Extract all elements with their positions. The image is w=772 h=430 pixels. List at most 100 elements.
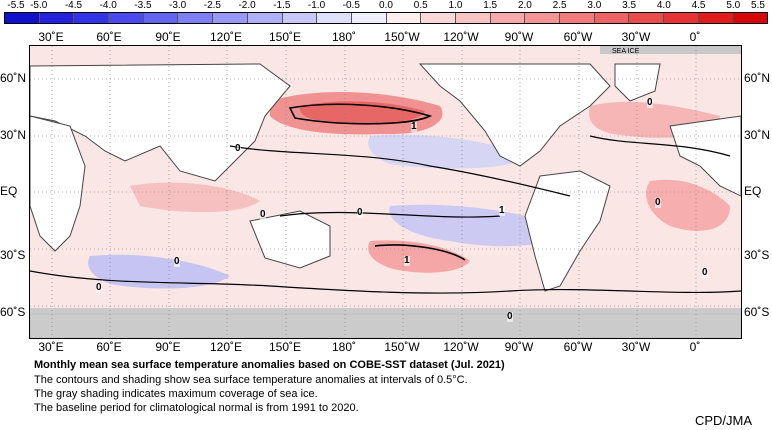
color-scale-swatch xyxy=(386,13,422,23)
color-scale-label: -1.0 xyxy=(307,0,326,11)
color-scale-label: -3.5 xyxy=(134,0,152,11)
sea-ice-south xyxy=(30,308,741,338)
north-america xyxy=(418,63,611,167)
color-scale-label: 0.5 xyxy=(413,0,428,11)
color-scale-legend: -5.5 -5.0 -4.5 -4.0 -3.5 -3.0 -2.5 -2.0 -1.5 -1.0… xyxy=(4,0,768,26)
longitude-label: 90˚E xyxy=(155,30,181,44)
color-scale-swatch xyxy=(594,13,630,23)
longitude-label: 150˚W xyxy=(384,30,420,44)
contour-zero-pacific xyxy=(229,145,571,197)
color-scale-label: -0.5 xyxy=(342,0,360,11)
longitude-labels-bottom: 30˚E 60˚E 90˚E 120˚E 150˚E 180˚ 150˚W 120˚W 90˚W… xyxy=(0,340,772,354)
warm-patch-indian xyxy=(130,182,260,213)
longitude-label: 30˚W xyxy=(621,30,651,44)
color-scale-label: 0.0 xyxy=(379,0,393,11)
credit: CPD/JMA xyxy=(694,413,752,428)
longitude-label: 120˚W xyxy=(443,340,479,354)
color-scale-labels: -5.5 -5.0 -4.5 -4.0 -3.5 -3.0 -2.5 -2.0 -1.5 -1.0… xyxy=(4,0,768,12)
contour-value-label: 0 xyxy=(174,256,180,267)
cool-patch-south-indian xyxy=(88,254,231,289)
latitude-label-right: EQ xyxy=(744,184,762,198)
longitude-label: 150˚E xyxy=(268,30,302,44)
longitude-label: 120˚E xyxy=(209,340,243,354)
color-scale-swatch xyxy=(74,13,110,23)
latitude-label-right: 60˚S xyxy=(744,305,770,319)
contour-one-south-pacific xyxy=(374,244,466,261)
contour-zero-south xyxy=(30,270,741,294)
color-scale-swatch xyxy=(213,13,248,23)
color-scale-label: 2.0 xyxy=(517,0,532,11)
color-scale-swatch xyxy=(5,13,40,23)
color-scale-label: 4.5 xyxy=(691,0,706,11)
sea-ice-north xyxy=(600,46,741,54)
longitude-label: 180˚ xyxy=(331,30,357,44)
contour-zero-atlantic xyxy=(589,135,731,157)
longitude-label: 90˚E xyxy=(155,340,181,354)
color-scale-label: -5.5 xyxy=(7,0,25,11)
latitude-label-left: 60˚N xyxy=(0,71,27,85)
longitude-label: 120˚W xyxy=(443,30,479,44)
contour-value-label: 0 xyxy=(357,207,363,218)
color-scale-swatch xyxy=(351,13,387,23)
color-scale-swatches xyxy=(4,12,768,24)
warm-patch-north-pacific-core xyxy=(299,101,425,124)
contour-one-north-pacific xyxy=(288,103,433,125)
color-scale-swatch xyxy=(525,13,560,23)
australia xyxy=(249,210,331,269)
caption-title: Monthly mean sea surface temperature ano… xyxy=(34,359,505,371)
contour-value-label: 0 xyxy=(96,282,102,293)
color-scale-label: -4.5 xyxy=(64,0,83,11)
contour-value-label: 1 xyxy=(404,255,410,266)
africa-west xyxy=(669,115,741,197)
color-scale-swatch xyxy=(490,13,526,23)
color-scale-swatch xyxy=(39,13,75,23)
longitude-label: 150˚E xyxy=(268,340,302,354)
graticule xyxy=(30,46,741,338)
longitude-label: 60˚E xyxy=(96,340,122,354)
latitude-label-left: 30˚N xyxy=(0,128,27,142)
longitude-label: 30˚E xyxy=(38,340,64,354)
caption-line-2: The gray shading indicates maximum cover… xyxy=(34,388,318,400)
color-scale-swatch xyxy=(698,13,734,23)
longitude-label: 60˚W xyxy=(563,30,593,44)
contour-zero-equatorial xyxy=(279,211,501,218)
color-scale-label: 4.0 xyxy=(656,0,671,11)
contour-value-label: 0 xyxy=(260,209,266,220)
longitude-labels-top: 30˚E 60˚E 90˚E 120˚E 150˚E 180˚ 150˚W 120˚W 90˚W… xyxy=(0,30,772,44)
color-scale-label: -3.0 xyxy=(169,0,187,11)
longitude-label: 30˚E xyxy=(38,30,64,44)
longitude-label: 120˚E xyxy=(209,30,243,44)
color-scale-swatch xyxy=(664,13,699,23)
cool-patch-north-central-pacific xyxy=(368,134,530,169)
sea-ice-label: SEA ICE xyxy=(612,48,640,55)
longitude-label: 0˚ xyxy=(689,340,701,354)
color-scale-swatch xyxy=(421,13,456,23)
warm-patch-southwest-pacific xyxy=(368,240,470,273)
longitude-label: 60˚W xyxy=(563,340,593,354)
color-scale-swatch xyxy=(629,13,665,23)
longitude-label: 90˚W xyxy=(504,340,534,354)
sst-anomaly-map xyxy=(29,45,742,339)
longitude-label: 30˚W xyxy=(621,340,651,354)
greenland xyxy=(614,63,661,102)
color-scale-label: -4.0 xyxy=(99,0,117,11)
color-scale-label: 1.0 xyxy=(448,0,463,11)
color-scale-label: -2.5 xyxy=(203,0,221,11)
contour-value-label: 0 xyxy=(507,311,513,322)
cool-patch-east-pacific xyxy=(389,204,570,247)
longitude-label: 60˚E xyxy=(96,30,122,44)
color-scale-swatch xyxy=(733,13,768,23)
color-scale-label: 3.0 xyxy=(587,0,602,11)
color-scale-swatch xyxy=(455,13,491,23)
contour-value-label: 1 xyxy=(499,205,505,216)
latitude-label-right: 30˚S xyxy=(744,248,770,262)
latitude-label-left: 30˚S xyxy=(0,248,26,262)
color-scale-swatch xyxy=(109,13,144,23)
color-scale-swatch xyxy=(317,13,352,23)
latitude-label-left: EQ xyxy=(0,184,18,198)
latitude-label-right: 60˚N xyxy=(744,71,771,85)
caption-line-1: The contours and shading show sea surfac… xyxy=(34,374,468,386)
color-scale-label: 1.5 xyxy=(483,0,498,11)
contour-value-label: 0 xyxy=(702,267,708,278)
contour-lines xyxy=(30,103,741,294)
